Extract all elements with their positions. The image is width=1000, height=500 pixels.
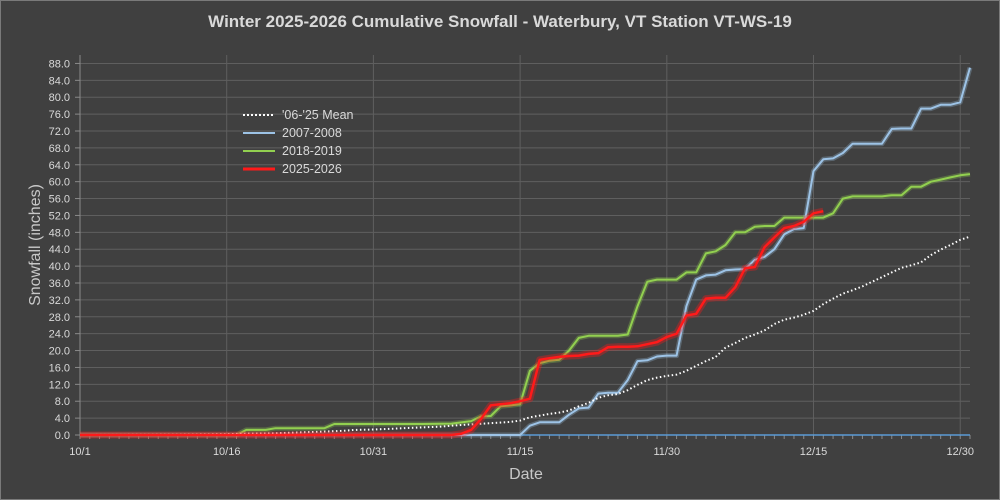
- chart-title: Winter 2025-2026 Cumulative Snowfall - W…: [208, 12, 792, 31]
- series-line-2025-2026: [80, 209, 824, 437]
- y-tick-label: 20.0: [49, 346, 70, 358]
- y-tick-label: 76.0: [49, 109, 70, 121]
- y-tick-label: 68.0: [49, 143, 70, 155]
- legend-label-2025-2026: 2025-2026: [282, 162, 342, 176]
- y-tick-labels: 0.0 4.0 8.0 12.0 16.0 20.0 24.0 28.0 32.0 36.0 40.…: [49, 58, 70, 442]
- x-axis-title: Date: [509, 466, 543, 483]
- series-line-2007-2008: [80, 67, 971, 436]
- series-line-2018-2019: [80, 173, 971, 436]
- series-lines: [79, 67, 973, 439]
- series-line-06-25-mean: [79, 235, 971, 436]
- y-tick-label: 28.0: [49, 312, 70, 324]
- y-tick-label: 24.0: [49, 329, 70, 341]
- y-tick-label: 40.0: [49, 261, 70, 273]
- y-axis-title: Snowfall (inches): [27, 184, 44, 306]
- y-tick-label: 80.0: [49, 92, 70, 104]
- y-tick-label: 84.0: [49, 75, 70, 87]
- x-tick-label: 11/15: [507, 446, 534, 458]
- y-tick-label: 64.0: [49, 160, 70, 172]
- legend-label-2007-2008: 2007-2008: [282, 126, 342, 140]
- x-tick-label: 10/31: [360, 446, 388, 458]
- y-tick-label: 88.0: [49, 58, 70, 70]
- y-tick-label: 16.0: [49, 362, 70, 374]
- y-tick-label: 32.0: [49, 295, 70, 307]
- y-tick-label: 8.0: [55, 396, 70, 408]
- y-tick-label: 44.0: [49, 244, 70, 256]
- x-tick-label: 10/1: [69, 446, 90, 458]
- axes: [75, 55, 971, 439]
- x-tick-label: 12/15: [800, 446, 828, 458]
- y-tick-label: 56.0: [49, 194, 70, 206]
- x-tick-label: 12/30: [946, 446, 974, 458]
- grid: [80, 55, 970, 435]
- legend-label-mean: '06-'25 Mean: [282, 108, 354, 122]
- x-tick-label: 11/30: [653, 446, 680, 458]
- y-tick-label: 72.0: [49, 126, 70, 138]
- y-tick-label: 52.0: [49, 210, 70, 222]
- legend: '06-'25 Mean 2007-2008 2018-2019 2025-20…: [243, 108, 354, 176]
- y-tick-label: 60.0: [49, 177, 70, 189]
- y-tick-label: 12.0: [49, 379, 70, 391]
- x-tick-labels: 10/1 10/16 10/31 11/15 11/30 12/15 12/30: [69, 446, 974, 458]
- y-tick-label: 48.0: [49, 227, 70, 239]
- y-tick-label: 0.0: [55, 430, 70, 442]
- series-line-2018-2019-glow: [80, 171, 971, 438]
- y-tick-label: 4.0: [55, 413, 70, 425]
- legend-label-2018-2019: 2018-2019: [282, 144, 342, 158]
- x-tick-label: 10/16: [213, 446, 241, 458]
- y-tick-label: 36.0: [49, 278, 70, 290]
